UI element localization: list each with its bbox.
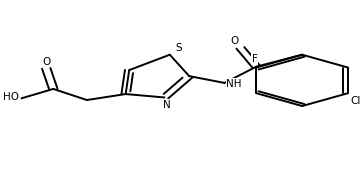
Text: F: F — [252, 54, 257, 64]
Text: NH: NH — [226, 79, 242, 89]
Text: Cl: Cl — [350, 96, 360, 106]
Text: N: N — [164, 100, 171, 110]
Text: O: O — [42, 57, 51, 67]
Text: O: O — [230, 36, 238, 46]
Text: HO: HO — [3, 93, 19, 102]
Text: S: S — [175, 43, 182, 52]
